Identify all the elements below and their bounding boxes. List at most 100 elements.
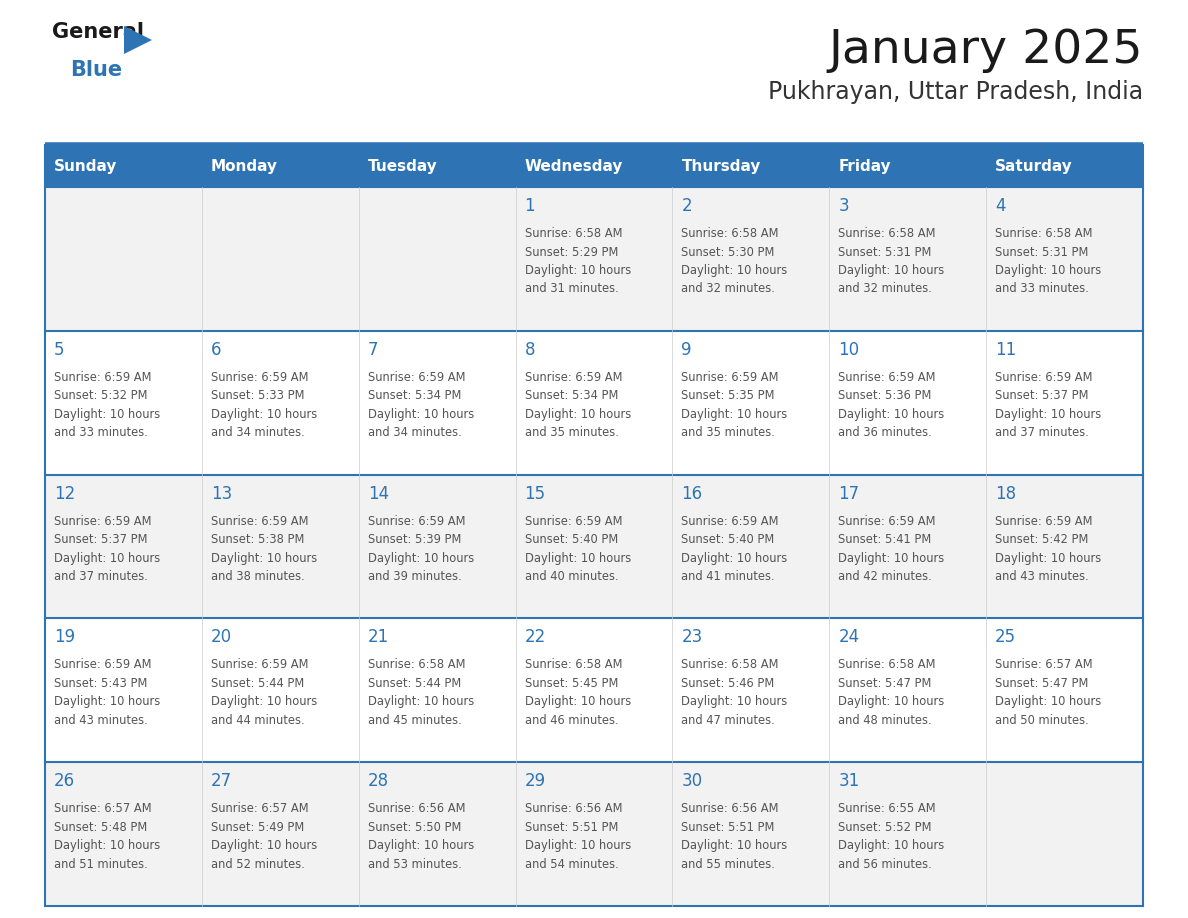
Text: Sunset: 5:45 PM: Sunset: 5:45 PM xyxy=(525,677,618,690)
Text: and 33 minutes.: and 33 minutes. xyxy=(996,283,1089,296)
Bar xyxy=(202,145,359,187)
Text: Sunrise: 6:59 AM: Sunrise: 6:59 AM xyxy=(525,515,623,528)
Text: Sunset: 5:47 PM: Sunset: 5:47 PM xyxy=(839,677,931,690)
Text: Daylight: 10 hours: Daylight: 10 hours xyxy=(682,696,788,709)
Text: Sunset: 5:31 PM: Sunset: 5:31 PM xyxy=(996,245,1088,259)
Text: Sunrise: 6:59 AM: Sunrise: 6:59 AM xyxy=(839,515,936,528)
Text: Tuesday: Tuesday xyxy=(368,159,437,174)
Text: and 52 minutes.: and 52 minutes. xyxy=(210,857,305,870)
Text: Sunset: 5:51 PM: Sunset: 5:51 PM xyxy=(525,821,618,834)
Text: Sunrise: 6:59 AM: Sunrise: 6:59 AM xyxy=(210,515,309,528)
Text: and 35 minutes.: and 35 minutes. xyxy=(525,426,619,440)
Text: and 34 minutes.: and 34 minutes. xyxy=(368,426,461,440)
Text: Daylight: 10 hours: Daylight: 10 hours xyxy=(210,552,317,565)
Text: and 36 minutes.: and 36 minutes. xyxy=(839,426,933,440)
Text: Friday: Friday xyxy=(839,159,891,174)
Text: Sunset: 5:43 PM: Sunset: 5:43 PM xyxy=(53,677,147,690)
Text: Sunrise: 6:59 AM: Sunrise: 6:59 AM xyxy=(996,371,1093,384)
Text: Sunrise: 6:58 AM: Sunrise: 6:58 AM xyxy=(682,227,779,240)
Text: Sunset: 5:30 PM: Sunset: 5:30 PM xyxy=(682,245,775,259)
Text: Daylight: 10 hours: Daylight: 10 hours xyxy=(839,839,944,852)
Text: 26: 26 xyxy=(53,772,75,790)
Text: Daylight: 10 hours: Daylight: 10 hours xyxy=(996,552,1101,565)
Text: Sunset: 5:37 PM: Sunset: 5:37 PM xyxy=(53,533,147,546)
Text: Daylight: 10 hours: Daylight: 10 hours xyxy=(996,408,1101,420)
Text: Sunrise: 6:58 AM: Sunrise: 6:58 AM xyxy=(996,227,1093,240)
Text: 13: 13 xyxy=(210,485,232,502)
Text: 20: 20 xyxy=(210,629,232,646)
Text: and 31 minutes.: and 31 minutes. xyxy=(525,283,618,296)
Text: Sunset: 5:44 PM: Sunset: 5:44 PM xyxy=(368,677,461,690)
Text: Sunrise: 6:59 AM: Sunrise: 6:59 AM xyxy=(839,371,936,384)
Text: 7: 7 xyxy=(368,341,378,359)
Bar xyxy=(829,145,986,187)
Text: Daylight: 10 hours: Daylight: 10 hours xyxy=(839,264,944,277)
Text: 19: 19 xyxy=(53,629,75,646)
Text: Daylight: 10 hours: Daylight: 10 hours xyxy=(525,839,631,852)
Text: and 55 minutes.: and 55 minutes. xyxy=(682,857,776,870)
Text: Sunrise: 6:58 AM: Sunrise: 6:58 AM xyxy=(839,227,936,240)
Text: Sunset: 5:47 PM: Sunset: 5:47 PM xyxy=(996,677,1088,690)
Text: and 43 minutes.: and 43 minutes. xyxy=(996,570,1089,583)
Text: Sunset: 5:35 PM: Sunset: 5:35 PM xyxy=(682,389,775,402)
Text: Daylight: 10 hours: Daylight: 10 hours xyxy=(53,408,160,420)
Text: Daylight: 10 hours: Daylight: 10 hours xyxy=(682,264,788,277)
Text: Daylight: 10 hours: Daylight: 10 hours xyxy=(839,552,944,565)
Text: 10: 10 xyxy=(839,341,859,359)
Bar xyxy=(516,145,672,187)
Text: 17: 17 xyxy=(839,485,859,502)
Text: Daylight: 10 hours: Daylight: 10 hours xyxy=(368,839,474,852)
Text: Thursday: Thursday xyxy=(682,159,760,174)
Text: and 34 minutes.: and 34 minutes. xyxy=(210,426,304,440)
Text: Sunrise: 6:59 AM: Sunrise: 6:59 AM xyxy=(53,371,152,384)
Text: Sunset: 5:38 PM: Sunset: 5:38 PM xyxy=(210,533,304,546)
Text: and 39 minutes.: and 39 minutes. xyxy=(368,570,461,583)
Text: Sunset: 5:41 PM: Sunset: 5:41 PM xyxy=(839,533,931,546)
Text: 14: 14 xyxy=(368,485,388,502)
Text: Daylight: 10 hours: Daylight: 10 hours xyxy=(682,552,788,565)
Bar xyxy=(672,145,829,187)
Text: Sunrise: 6:59 AM: Sunrise: 6:59 AM xyxy=(368,371,466,384)
Text: Sunset: 5:49 PM: Sunset: 5:49 PM xyxy=(210,821,304,834)
Text: 16: 16 xyxy=(682,485,702,502)
Text: Sunrise: 6:59 AM: Sunrise: 6:59 AM xyxy=(996,515,1093,528)
Text: Sunrise: 6:58 AM: Sunrise: 6:58 AM xyxy=(525,658,623,671)
Text: 21: 21 xyxy=(368,629,388,646)
Text: Daylight: 10 hours: Daylight: 10 hours xyxy=(210,408,317,420)
Text: Sunrise: 6:59 AM: Sunrise: 6:59 AM xyxy=(525,371,623,384)
Text: and 47 minutes.: and 47 minutes. xyxy=(682,714,776,727)
Text: Daylight: 10 hours: Daylight: 10 hours xyxy=(368,408,474,420)
Text: Sunday: Sunday xyxy=(53,159,118,174)
Text: Sunset: 5:48 PM: Sunset: 5:48 PM xyxy=(53,821,147,834)
Text: 18: 18 xyxy=(996,485,1016,502)
Text: Sunset: 5:44 PM: Sunset: 5:44 PM xyxy=(210,677,304,690)
Text: and 37 minutes.: and 37 minutes. xyxy=(53,570,147,583)
Text: Daylight: 10 hours: Daylight: 10 hours xyxy=(53,696,160,709)
Text: and 42 minutes.: and 42 minutes. xyxy=(839,570,933,583)
Text: Sunset: 5:52 PM: Sunset: 5:52 PM xyxy=(839,821,931,834)
Text: Sunrise: 6:58 AM: Sunrise: 6:58 AM xyxy=(368,658,466,671)
Text: Daylight: 10 hours: Daylight: 10 hours xyxy=(996,696,1101,709)
Bar xyxy=(45,187,1143,330)
Text: Daylight: 10 hours: Daylight: 10 hours xyxy=(525,264,631,277)
Text: Sunrise: 6:58 AM: Sunrise: 6:58 AM xyxy=(682,658,779,671)
Text: Daylight: 10 hours: Daylight: 10 hours xyxy=(368,552,474,565)
Text: 4: 4 xyxy=(996,197,1006,215)
Text: Sunset: 5:40 PM: Sunset: 5:40 PM xyxy=(525,533,618,546)
Bar xyxy=(45,475,1143,619)
Text: Daylight: 10 hours: Daylight: 10 hours xyxy=(210,696,317,709)
Text: 29: 29 xyxy=(525,772,545,790)
Text: General: General xyxy=(52,22,144,42)
Text: Blue: Blue xyxy=(70,60,122,80)
Text: Sunset: 5:32 PM: Sunset: 5:32 PM xyxy=(53,389,147,402)
Text: 11: 11 xyxy=(996,341,1017,359)
Text: Sunset: 5:29 PM: Sunset: 5:29 PM xyxy=(525,245,618,259)
Bar xyxy=(45,330,1143,475)
Text: Sunrise: 6:59 AM: Sunrise: 6:59 AM xyxy=(53,515,152,528)
Text: and 35 minutes.: and 35 minutes. xyxy=(682,426,776,440)
Text: and 40 minutes.: and 40 minutes. xyxy=(525,570,618,583)
Bar xyxy=(45,145,202,187)
Polygon shape xyxy=(124,26,152,54)
Text: and 41 minutes.: and 41 minutes. xyxy=(682,570,775,583)
Text: Sunrise: 6:56 AM: Sunrise: 6:56 AM xyxy=(368,802,466,815)
